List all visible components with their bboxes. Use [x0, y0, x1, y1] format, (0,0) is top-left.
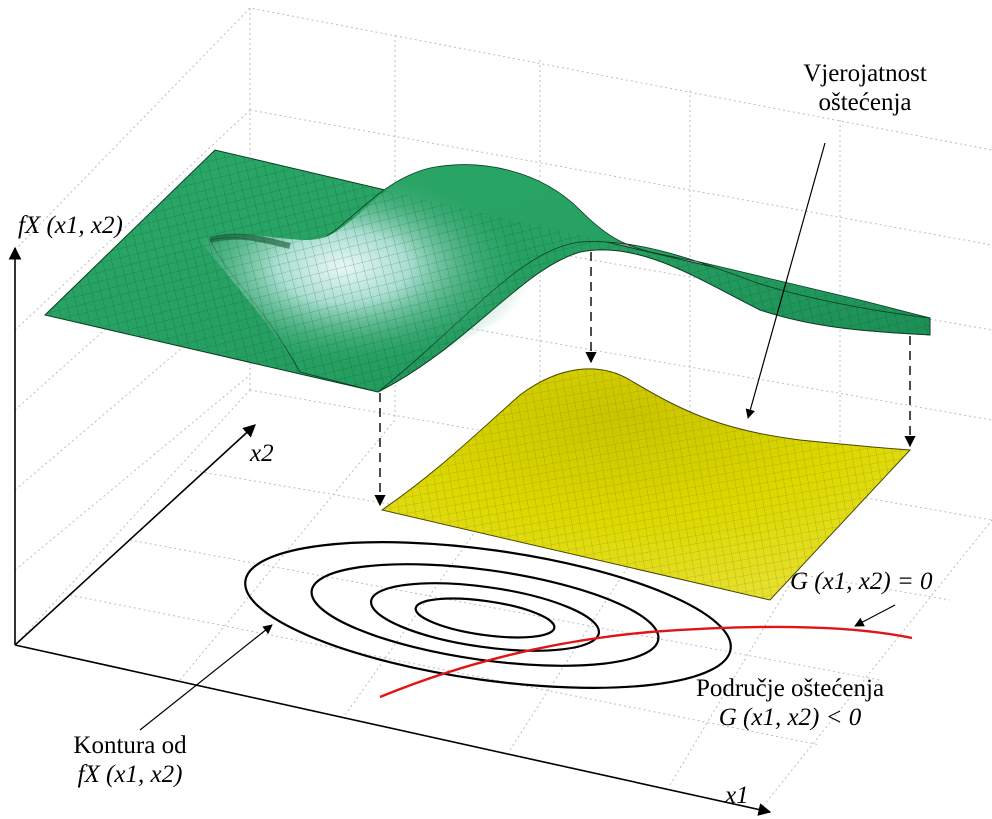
- pdf-contours: [244, 541, 732, 689]
- x1-axis-line: [14, 644, 772, 816]
- failure-probability-line-1: Vjerojatnost: [803, 60, 927, 87]
- contour-ring-4: [414, 597, 556, 639]
- contour-ring-1: [244, 541, 732, 689]
- kontura-pointer: [139, 624, 273, 731]
- failure-region-line-2: G (x1, x2) < 0: [718, 703, 862, 731]
- x1-axis-label: x1: [725, 782, 749, 809]
- limit-state-pointer: [854, 604, 896, 627]
- failure-region-label: Područje oštećenja G (x1, x2) < 0: [675, 675, 905, 733]
- failure-probability-surface: [380, 368, 912, 601]
- x2-axis-line: [14, 424, 256, 646]
- x2-axis-label: x2: [250, 440, 274, 467]
- contour-label: Kontura od fX (x1, x2): [40, 732, 220, 790]
- contour-ring-3: [369, 582, 601, 652]
- vjer-pointer: [745, 142, 826, 419]
- fx-axis-label: fX (x1, x2): [18, 212, 123, 239]
- annotation-arrows: [139, 142, 896, 731]
- projection-arrows: [374, 252, 916, 507]
- joint-pdf-surface: [43, 149, 931, 393]
- failure-region-line-1: Područje oštećenja: [695, 675, 885, 702]
- limit-state-curve: [379, 625, 913, 699]
- failure-probability-line-2: oštećenja: [818, 88, 912, 116]
- axes: [8, 246, 772, 816]
- contour-label-line-1: Kontura od: [73, 732, 187, 759]
- limit-state-equation-label: G (x1, x2) = 0: [790, 568, 933, 595]
- contour-label-line-2: fX (x1, x2): [77, 760, 183, 788]
- failure-probability-label: Vjerojatnost oštećenja: [760, 60, 970, 118]
- contour-ring-2: [310, 563, 660, 667]
